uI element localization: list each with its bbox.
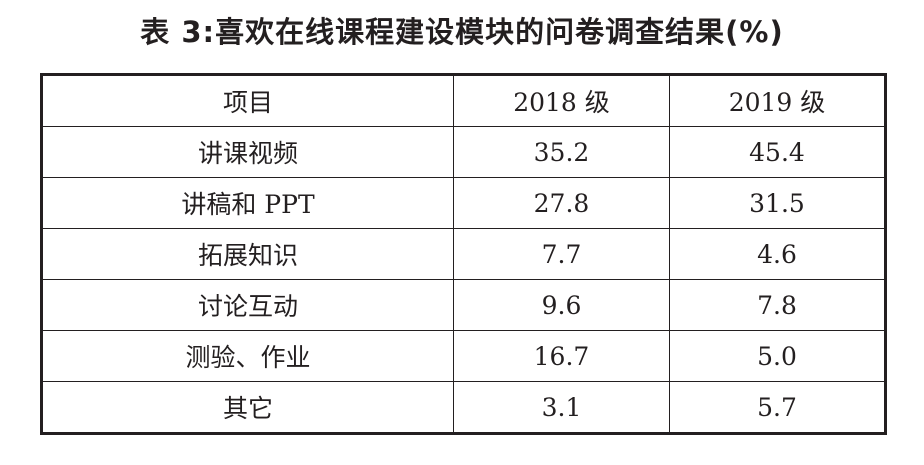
row-2018-cell: 7.7	[453, 228, 670, 280]
row-item-cell: 测验、作业	[41, 330, 454, 382]
row-item-cell: 讨论互动	[41, 279, 454, 331]
survey-results-table: 项目 2018 级 2019 级 讲课视频 35.2 45.4 讲稿和 PPT …	[40, 73, 887, 435]
row-item-cell: 讲课视频	[41, 126, 454, 178]
row-2018-cell: 16.7	[453, 330, 670, 382]
table-row: 讨论互动 9.6 7.8	[41, 279, 886, 331]
row-2018-cell: 35.2	[453, 126, 670, 178]
row-2019-cell: 45.4	[669, 126, 886, 178]
row-2019-cell: 5.7	[669, 381, 886, 434]
row-2019-cell: 31.5	[669, 177, 886, 229]
table-row: 测验、作业 16.7 5.0	[41, 330, 886, 382]
row-item-cell: 讲稿和 PPT	[41, 177, 454, 229]
table-row: 拓展知识 7.7 4.6	[41, 228, 886, 280]
table-header-row: 项目 2018 级 2019 级	[41, 74, 886, 127]
table-row: 讲课视频 35.2 45.4	[41, 126, 886, 178]
column-header-2018: 2018 级	[453, 74, 670, 127]
column-header-2019: 2019 级	[669, 74, 886, 127]
row-2018-cell: 9.6	[453, 279, 670, 331]
row-item-cell: 其它	[41, 381, 454, 434]
row-2019-cell: 7.8	[669, 279, 886, 331]
table-row: 其它 3.1 5.7	[41, 381, 886, 434]
row-2019-cell: 5.0	[669, 330, 886, 382]
row-2019-cell: 4.6	[669, 228, 886, 280]
table-caption: 表 3:喜欢在线课程建设模块的问卷调查结果(%)	[140, 15, 784, 49]
row-2018-cell: 27.8	[453, 177, 670, 229]
row-item-cell: 拓展知识	[41, 228, 454, 280]
row-2018-cell: 3.1	[453, 381, 670, 434]
column-header-item: 项目	[41, 74, 454, 127]
table-row: 讲稿和 PPT 27.8 31.5	[41, 177, 886, 229]
